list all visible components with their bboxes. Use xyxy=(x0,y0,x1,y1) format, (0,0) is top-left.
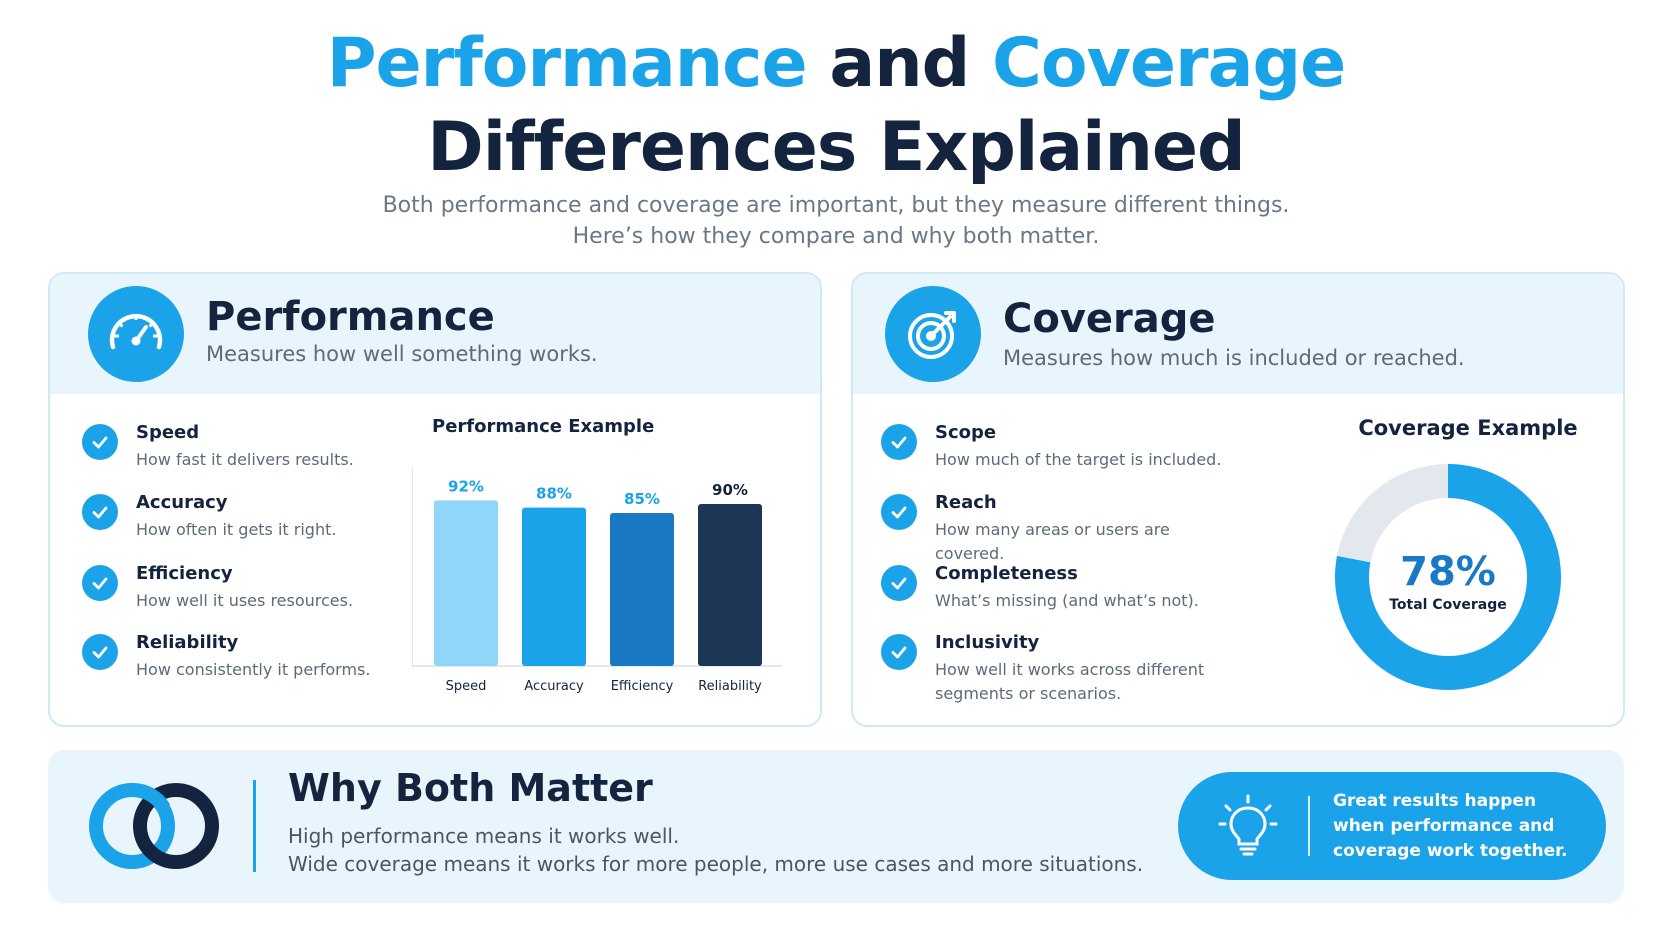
donut-chart-title: Coverage Example xyxy=(1358,416,1578,440)
item-description: How often it gets it right. xyxy=(136,520,337,539)
item-title: Reach xyxy=(935,492,997,513)
item-title: Inclusivity xyxy=(935,632,1040,653)
item-title: Accuracy xyxy=(136,492,228,513)
x-tick-label: Reliability xyxy=(698,679,762,694)
item-description: How well it uses resources. xyxy=(136,591,354,610)
item-title: Efficiency xyxy=(136,563,233,584)
linked-rings-icon xyxy=(89,783,219,869)
page-title-line2: Differences Explained xyxy=(427,108,1245,187)
page-subtitle: Both performance and coverage are import… xyxy=(0,190,1672,252)
check-icon xyxy=(881,634,917,670)
donut-chart: 78% Total Coverage xyxy=(1335,464,1561,690)
check-icon xyxy=(82,494,118,530)
check-icon xyxy=(82,424,118,460)
why-line-1: High performance means it works well. xyxy=(288,824,680,848)
donut-center-value: 78% xyxy=(1400,549,1496,595)
bar-value-label: 90% xyxy=(712,481,748,499)
donut-center-label: Total Coverage xyxy=(1389,597,1507,613)
why-both-matter-panel: Why Both Matter High performance means i… xyxy=(48,750,1624,903)
check-icon xyxy=(82,565,118,601)
coverage-card: Coverage Measures how much is included o… xyxy=(851,272,1625,727)
divider xyxy=(253,780,256,872)
bar-chart-title: Performance Example xyxy=(432,416,655,437)
subtitle-line1: Both performance and coverage are import… xyxy=(382,193,1290,218)
speedometer-icon xyxy=(88,286,184,382)
why-title: Why Both Matter xyxy=(288,766,653,810)
bar xyxy=(698,504,762,666)
title-coverage: Coverage xyxy=(991,24,1346,103)
coverage-card-header: Coverage Measures how much is included o… xyxy=(853,274,1623,394)
item-title: Reliability xyxy=(136,632,239,653)
lightbulb-icon xyxy=(1218,794,1278,856)
page-title-line1: Performance and Coverage xyxy=(0,22,1672,106)
performance-card-header: Performance Measures how well something … xyxy=(50,274,820,394)
donut-slice-coverage xyxy=(1335,464,1561,690)
coverage-description: Measures how much is included or reached… xyxy=(1003,346,1465,370)
title-and: and xyxy=(829,24,970,103)
callout-pill: Great results happen when performance an… xyxy=(1178,772,1606,880)
item-description: What’s missing (and what’s not). xyxy=(935,591,1199,610)
callout-text: Great results happen when performance an… xyxy=(1333,791,1568,861)
bar-value-label: 88% xyxy=(536,485,572,503)
donut-slice-remaining xyxy=(1337,464,1449,563)
bar-value-label: 85% xyxy=(624,490,660,508)
item-title: Scope xyxy=(935,422,997,443)
callout-divider xyxy=(1308,796,1310,856)
performance-title: Performance xyxy=(206,294,495,340)
item-description: How many areas or users are covered. xyxy=(935,520,1170,563)
page-title: Performance and Coverage Differences Exp… xyxy=(0,22,1672,190)
check-icon xyxy=(881,494,917,530)
item-title: Completeness xyxy=(935,563,1078,584)
x-tick-label: Speed xyxy=(446,679,487,694)
item-description: How well it works across different segme… xyxy=(935,660,1205,703)
subtitle-line2: Here’s how they compare and why both mat… xyxy=(572,224,1100,249)
coverage-title: Coverage xyxy=(1003,296,1216,342)
check-icon xyxy=(881,424,917,460)
why-line-2: Wide coverage means it works for more pe… xyxy=(288,852,1144,876)
bar-value-label: 92% xyxy=(448,477,484,495)
bar xyxy=(610,513,674,666)
x-tick-label: Accuracy xyxy=(524,679,584,694)
item-description: How much of the target is included. xyxy=(935,450,1222,469)
check-icon xyxy=(881,565,917,601)
bar xyxy=(522,507,586,666)
check-icon xyxy=(82,634,118,670)
item-description: How consistently it performs. xyxy=(136,660,371,679)
bar-chart: 92% Speed 88% Accuracy 85% Efficiency 90% Relia… xyxy=(412,466,782,694)
performance-card: Performance Measures how well something … xyxy=(48,272,822,727)
bar xyxy=(434,500,498,666)
target-icon xyxy=(885,286,981,382)
title-performance: Performance xyxy=(326,24,808,103)
x-tick-label: Efficiency xyxy=(611,679,674,694)
performance-description: Measures how well something works. xyxy=(206,342,598,366)
item-description: How fast it delivers results. xyxy=(136,450,354,469)
item-title: Speed xyxy=(136,422,200,443)
